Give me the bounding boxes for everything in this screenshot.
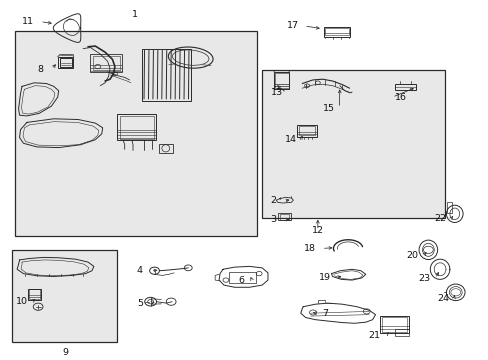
Bar (58, 57, 73, 68)
Bar (297, 125, 316, 137)
Text: 16: 16 (394, 93, 406, 102)
Bar (394, 329, 408, 336)
Bar (447, 202, 451, 213)
Bar (142, 49, 190, 101)
Bar (274, 73, 288, 88)
Text: 20: 20 (406, 251, 418, 260)
Bar (60, 58, 72, 67)
Text: 23: 23 (418, 274, 429, 283)
Bar (120, 116, 154, 139)
Bar (90, 54, 122, 72)
Bar (117, 114, 156, 140)
Text: 19: 19 (318, 274, 330, 282)
Bar (159, 144, 172, 153)
Bar (29, 289, 40, 299)
Text: 13: 13 (270, 89, 282, 98)
Bar (93, 56, 120, 70)
Bar (380, 316, 408, 333)
Text: 3: 3 (269, 215, 275, 224)
Bar (12, 250, 117, 342)
Bar (273, 72, 289, 89)
Text: 14: 14 (284, 135, 296, 144)
Text: 18: 18 (304, 244, 315, 253)
Text: 2: 2 (269, 197, 275, 205)
Bar (15, 31, 256, 236)
Text: 1: 1 (131, 10, 137, 19)
Bar (28, 289, 41, 300)
Text: 12: 12 (311, 226, 323, 235)
Text: 8: 8 (37, 65, 43, 74)
Text: 11: 11 (22, 17, 34, 26)
Bar (261, 70, 444, 218)
Text: 4: 4 (137, 266, 142, 275)
Text: 10: 10 (16, 297, 27, 306)
Text: 21: 21 (368, 331, 380, 340)
Text: 5: 5 (137, 299, 142, 307)
Bar (382, 317, 406, 332)
Bar (394, 84, 415, 90)
Bar (228, 272, 255, 283)
Text: 7: 7 (322, 309, 328, 318)
Text: 24: 24 (436, 294, 448, 303)
Bar (299, 126, 314, 135)
Text: 9: 9 (62, 348, 68, 356)
Text: 15: 15 (322, 104, 334, 113)
Bar (325, 28, 348, 35)
Text: 22: 22 (433, 215, 445, 223)
Bar (279, 214, 289, 220)
Bar (323, 27, 349, 37)
Bar (277, 213, 291, 220)
Text: 17: 17 (287, 22, 299, 31)
Text: 6: 6 (238, 276, 244, 285)
